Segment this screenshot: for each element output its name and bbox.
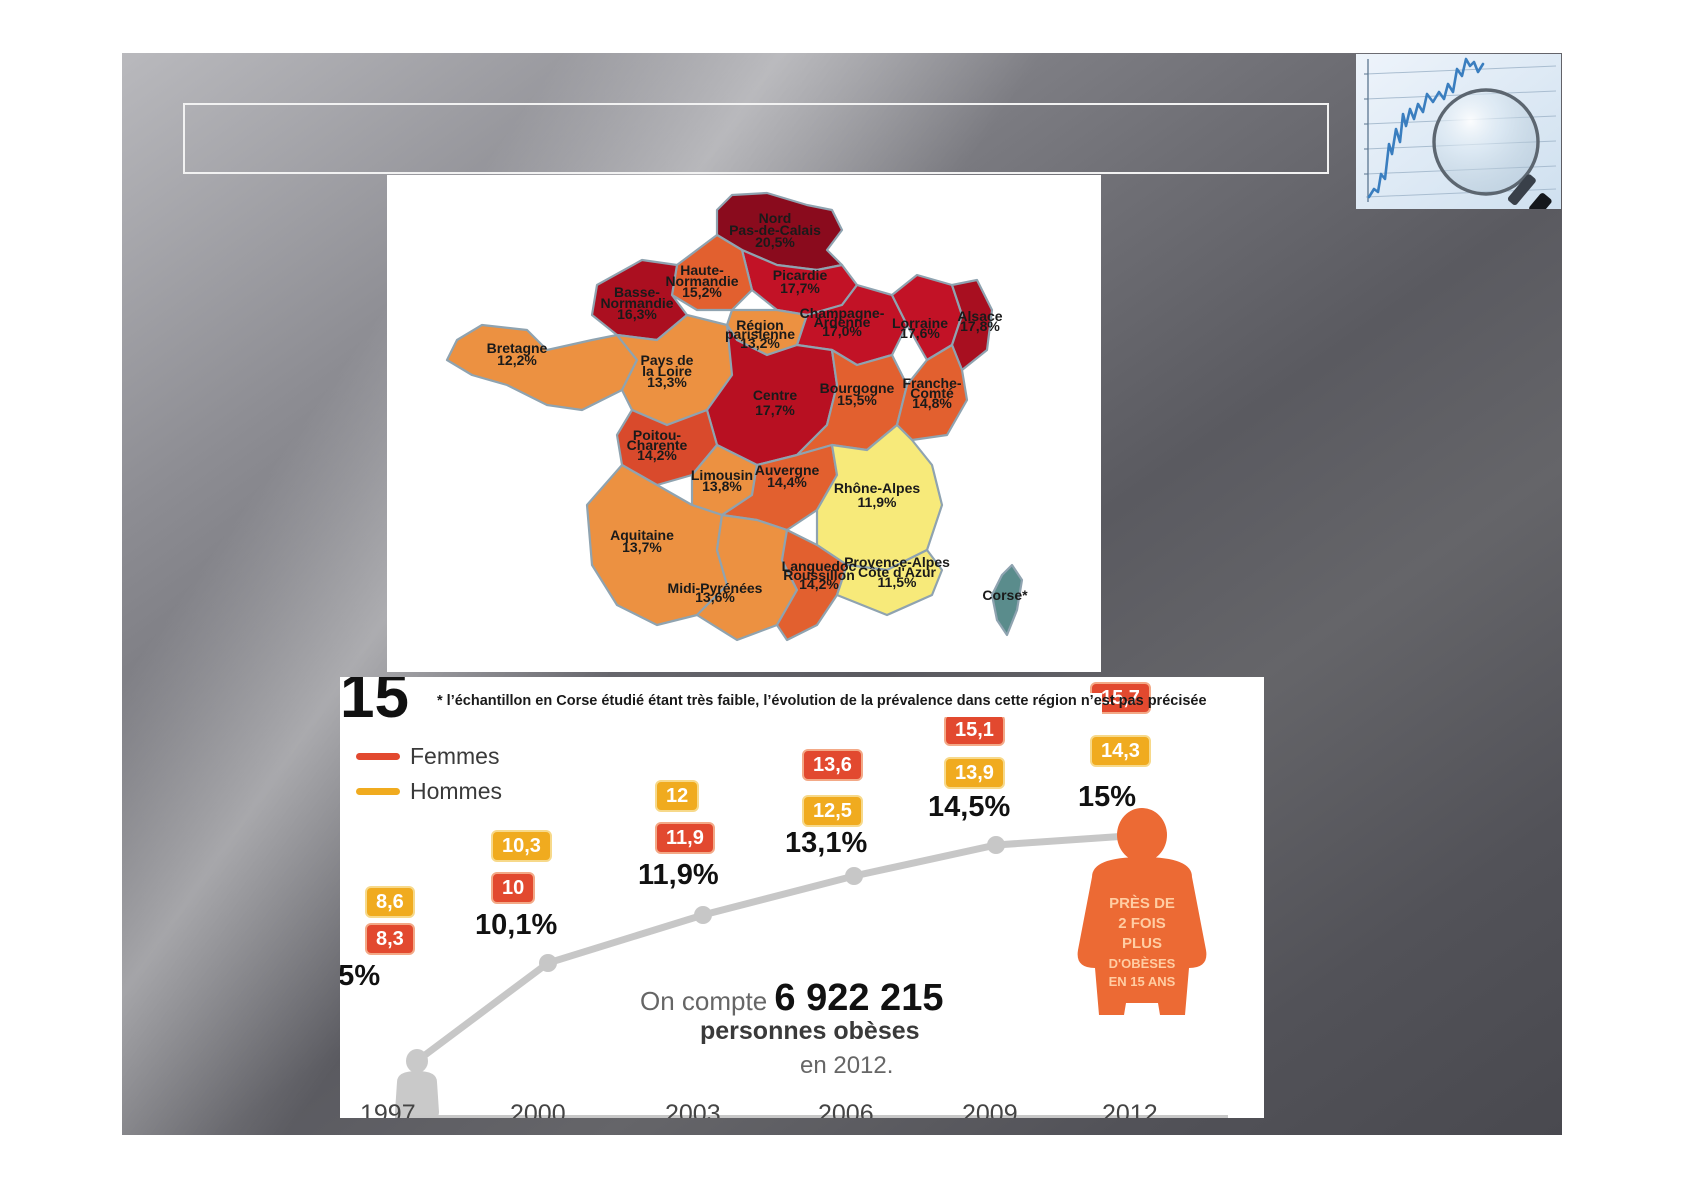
svg-text:D'OBÈSES: D'OBÈSES [1109,956,1176,971]
svg-text:13,7%: 13,7% [622,539,662,555]
svg-text:17,6%: 17,6% [900,325,940,341]
svg-text:16,3%: 16,3% [617,306,657,322]
svg-text:15,5%: 15,5% [837,392,877,408]
svg-text:13,2%: 13,2% [740,335,780,351]
svg-text:13,8%: 13,8% [702,478,742,494]
svg-text:14,2%: 14,2% [799,576,839,592]
svg-text:11,5%: 11,5% [878,574,917,590]
svg-text:14,2%: 14,2% [637,447,677,463]
svg-text:2 FOIS: 2 FOIS [1118,915,1166,932]
svg-text:13,6%: 13,6% [695,589,735,605]
svg-text:14,8%: 14,8% [912,395,952,411]
svg-text:PRÈS DE: PRÈS DE [1109,895,1175,912]
svg-text:20,5%: 20,5% [755,234,795,250]
svg-text:Centre: Centre [753,387,798,403]
svg-text:15,2%: 15,2% [682,284,722,300]
svg-text:14,4%: 14,4% [767,474,807,490]
svg-text:11,9%: 11,9% [858,494,897,510]
svg-text:17,7%: 17,7% [780,280,820,296]
svg-text:17,7%: 17,7% [755,402,795,418]
svg-text:Corse*: Corse* [982,587,1028,603]
svg-text:12,2%: 12,2% [497,352,537,368]
svg-text:13,3%: 13,3% [647,374,687,390]
svg-text:17,0%: 17,0% [822,323,862,339]
svg-text:17,8%: 17,8% [960,318,1000,334]
svg-text:PLUS: PLUS [1122,935,1162,952]
svg-text:EN 15 ANS: EN 15 ANS [1109,974,1176,989]
